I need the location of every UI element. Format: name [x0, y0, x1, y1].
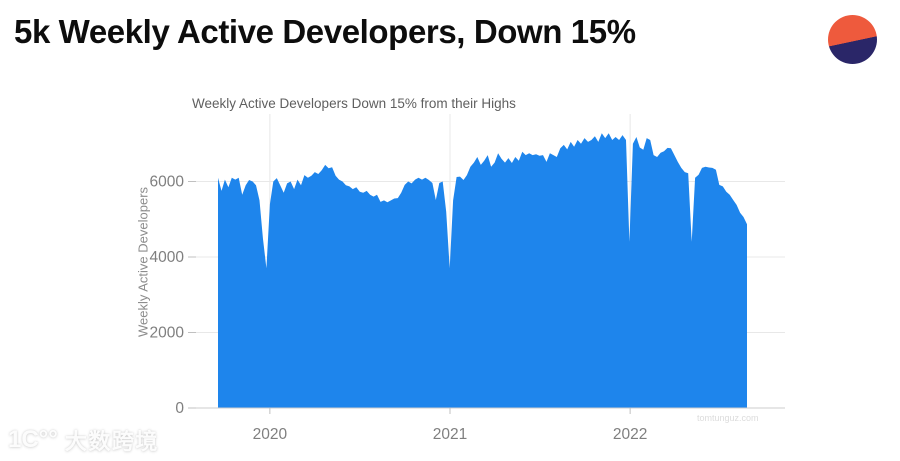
brand-logo-icon — [828, 15, 877, 64]
svg-text:6000: 6000 — [150, 174, 185, 191]
badge-logo-icon: 1Ϲ°° — [8, 426, 58, 453]
badge-text: 大数跨境 — [64, 429, 159, 454]
y-axis-title: Weekly Active Developers — [135, 186, 151, 338]
svg-text:2022: 2022 — [613, 426, 647, 443]
svg-text:0: 0 — [175, 400, 184, 417]
svg-text:2020: 2020 — [253, 426, 288, 443]
site-watermark: tomtunguz.com — [697, 413, 759, 423]
svg-text:2000: 2000 — [150, 325, 185, 342]
svg-text:2021: 2021 — [433, 426, 467, 443]
page-title: 5k Weekly Active Developers, Down 15% — [14, 13, 636, 50]
badge-watermark: 1Ϲ°° 大数跨境 — [8, 424, 159, 456]
chart-title: Weekly Active Developers Down 15% from t… — [192, 96, 516, 111]
svg-text:4000: 4000 — [150, 249, 185, 266]
